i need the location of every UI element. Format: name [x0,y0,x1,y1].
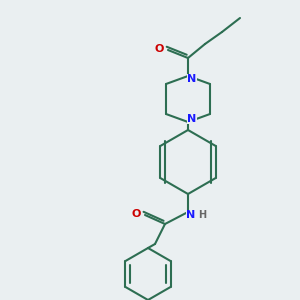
Text: O: O [131,209,141,219]
Text: N: N [188,74,196,84]
Text: O: O [154,44,164,54]
Text: N: N [188,114,196,124]
Text: H: H [198,210,206,220]
Text: N: N [186,210,196,220]
